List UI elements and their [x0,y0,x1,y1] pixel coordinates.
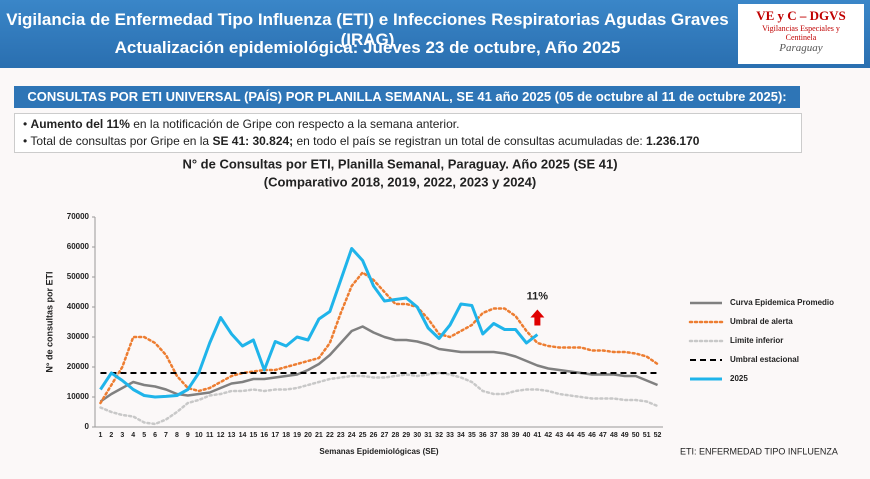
y-tick-label: 40000 [67,302,90,311]
x-tick-label: 37 [490,432,498,439]
y-tick-label: 50000 [67,272,90,281]
x-tick-label: 28 [391,432,399,439]
x-tick-label: 19 [293,432,301,439]
x-tick-label: 7 [164,432,168,439]
x-tick-label: 38 [501,432,509,439]
x-tick-label: 20 [304,432,312,439]
x-tick-label: 29 [402,432,410,439]
series-line [99,371,659,426]
y-tick-label: 70000 [67,212,90,221]
x-tick-label: 11 [206,432,214,439]
bullet: • Total de consultas por Gripe en la SE … [23,134,700,148]
x-tick-label: 15 [249,432,257,439]
x-tick-label: 51 [643,432,651,439]
x-axis-label: Semanas Epidemiológicas (SE) [319,447,438,456]
y-tick-label: 30000 [67,332,90,341]
x-tick-label: 9 [186,432,190,439]
x-tick-label: 43 [555,432,563,439]
series-line [99,325,659,403]
header: Vigilancia de Enfermedad Tipo Influenza … [0,0,870,68]
x-tick-label: 4 [131,432,135,439]
x-tick-label: 36 [479,432,487,439]
x-tick-label: 42 [544,432,552,439]
x-tick-label: 45 [577,432,585,439]
bullet-text: en la notificación de Gripe con respecto… [129,117,460,131]
x-tick-label: 23 [337,432,345,439]
x-tick-label: 21 [315,432,323,439]
x-tick-label: 10 [195,432,203,439]
x-tick-label: 34 [457,432,465,439]
x-tick-label: 13 [228,432,236,439]
y-axis-label: N° de consultas por ETI [44,271,54,372]
x-tick-label: 31 [424,432,432,439]
logo: VE y C – DGVS Vigilancias Especiales y C… [738,4,864,64]
x-tick-label: 26 [370,432,378,439]
bullet-text: SE 41: 30.824; [212,134,294,148]
x-tick-label: 41 [533,432,541,439]
x-tick-label: 18 [282,432,290,439]
series-line [99,271,659,405]
y-tick-label: 20000 [67,362,90,371]
bullet-text: Total de consultas por Gripe en la [30,134,213,148]
legend-label: Limite inferior [730,336,783,345]
x-tick-label: 48 [610,432,618,439]
x-tick-label: 12 [217,432,225,439]
bullet-text: 1.236.170 [646,134,700,148]
x-tick-label: 40 [523,432,531,439]
x-tick-label: 35 [468,432,476,439]
x-tick-label: 33 [446,432,454,439]
legend-label: Umbral de alerta [730,317,793,326]
series-line [99,247,539,399]
bullets: • Aumento del 11% en la notificación de … [14,113,802,153]
legend-label: Umbral estacional [730,355,799,364]
x-tick-label: 46 [588,432,596,439]
x-tick-label: 22 [326,432,334,439]
x-tick-label: 2 [109,432,113,439]
y-tick-label: 10000 [67,392,90,401]
x-tick-label: 6 [153,432,157,439]
x-tick-label: 16 [260,432,268,439]
bullet: • Aumento del 11% en la notificación de … [23,117,460,131]
arrow [530,309,545,326]
x-tick-label: 47 [599,432,607,439]
footnote: ETI: ENFERMEDAD TIPO INFLUENZA [680,446,838,456]
y-tick-label: 60000 [67,242,90,251]
logo-text: Vigilancias Especiales y [762,24,840,33]
logo-text: VE y C – DGVS [756,8,846,23]
x-tick-label: 8 [175,432,179,439]
x-tick-label: 49 [621,432,629,439]
x-tick-label: 50 [632,432,640,439]
x-tick-label: 32 [435,432,443,439]
y-tick-label: 0 [85,422,90,431]
chart-subtitle: (Comparativo 2018, 2019, 2022, 2023 y 20… [264,174,536,189]
x-tick-label: 25 [359,432,367,439]
x-tick-label: 5 [142,432,146,439]
x-tick-label: 27 [381,432,389,439]
logo-text: Centinela [785,33,817,42]
title: Vigilancia de Enfermedad Tipo Influenza … [6,10,729,49]
legend-label: 2025 [730,374,748,383]
x-tick-label: 14 [239,432,247,439]
x-tick-label: 39 [512,432,520,439]
bullet-text: Aumento del 11% [30,117,130,131]
x-tick-label: 30 [413,432,421,439]
subtitle: Actualización epidemiológica: Jueves 23 … [114,38,621,57]
x-tick-label: 1 [99,432,103,439]
logo-text: Paraguay [779,42,823,54]
bullet-text: en todo el país se registran un total de… [293,134,647,148]
annotation: 11% [527,290,549,302]
banner: CONSULTAS POR ETI UNIVERSAL (PAÍS) POR P… [14,86,800,108]
legend-label: Curva Epidemica Promedio [730,298,834,307]
x-tick-label: 44 [566,432,574,439]
x-tick-label: 17 [271,432,279,439]
x-tick-label: 24 [348,432,356,439]
x-tick-label: 52 [654,432,662,439]
chart-title: N° de Consultas por ETI, Planilla Semana… [182,156,617,171]
x-tick-label: 3 [120,432,124,439]
